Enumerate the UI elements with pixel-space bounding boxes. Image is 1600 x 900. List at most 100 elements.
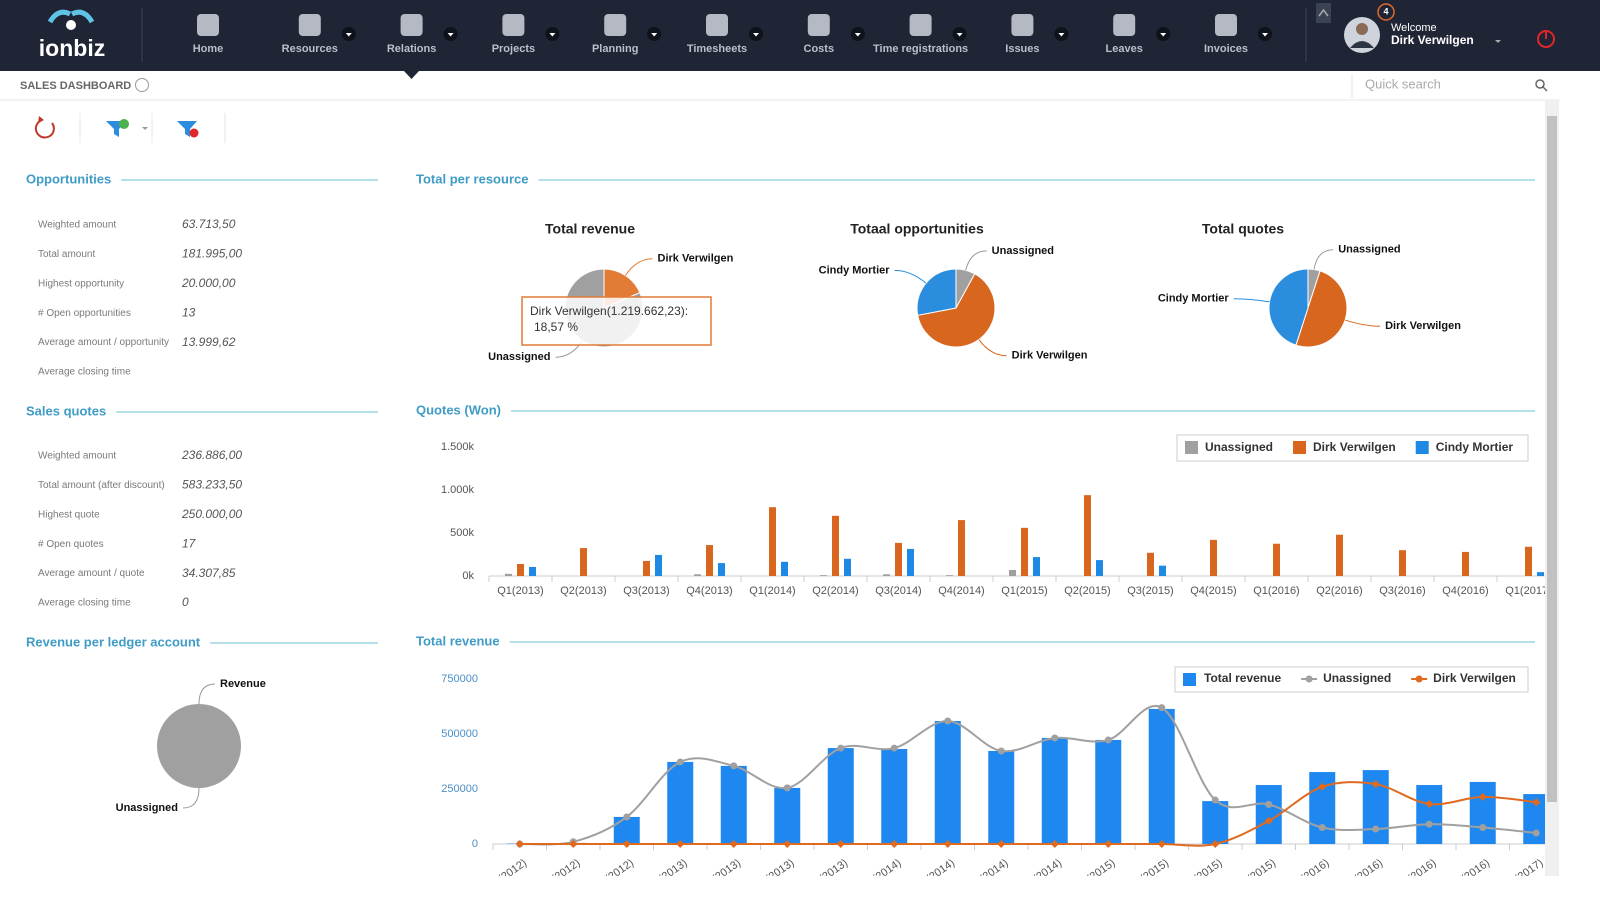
stat-value: 181.995,00	[182, 247, 242, 261]
x-tick-label: Q1(2014)	[859, 857, 904, 893]
nav-dropdown-arrow	[549, 33, 556, 37]
line-marker	[1157, 840, 1166, 848]
bar	[820, 575, 827, 576]
pie-label: Dirk Verwilgen	[1012, 350, 1088, 362]
pie-slice	[1268, 268, 1309, 346]
user-dropdown[interactable]	[1495, 40, 1501, 43]
nav-item[interactable]: Resources	[282, 43, 338, 55]
nav-icon[interactable]	[502, 14, 525, 36]
nav-item[interactable]: Planning	[592, 43, 638, 55]
nav-item[interactable]: Time registrations	[873, 43, 968, 55]
welcome: Welcome	[1391, 22, 1437, 34]
collapse-button[interactable]	[1316, 3, 1331, 23]
nav-icon[interactable]	[807, 14, 830, 36]
pie-label: Dirk Verwilgen	[1385, 320, 1461, 332]
clear-filter-button[interactable]	[177, 121, 197, 137]
line-marker	[676, 840, 685, 848]
plot: Q2(2012) Q3(2012) Q4(2012) Q1(2013) Q2(2013)…	[484, 704, 1545, 893]
bar	[1537, 572, 1544, 576]
nav-item[interactable]: Home	[193, 43, 224, 55]
x-tick-label: Q3(2013)	[623, 585, 669, 597]
info-icon[interactable]	[135, 78, 149, 92]
bar	[1210, 539, 1217, 576]
bar	[774, 787, 801, 844]
filter-check	[119, 119, 129, 129]
line-marker	[783, 840, 792, 848]
bar	[655, 554, 662, 576]
bar	[1033, 557, 1040, 576]
x-tick-label: Q1(2016)	[1287, 857, 1332, 893]
pie-slice	[157, 704, 241, 788]
bar	[781, 561, 788, 576]
pie-leader	[965, 250, 987, 271]
bar	[1021, 527, 1028, 576]
line-marker	[837, 744, 845, 752]
x-tick-label: Q1(2014)	[749, 585, 795, 597]
page-title: SALES DASHBOARD	[20, 80, 131, 92]
pie-leader	[1313, 249, 1334, 270]
nav-icon[interactable]	[1011, 14, 1034, 36]
content: Opportunities Sales quotes Revenue per led…	[26, 171, 1545, 893]
stat-label: # Open opportunities	[38, 308, 131, 319]
filter-dropdown[interactable]	[142, 127, 148, 130]
nav-item[interactable]: Invoices	[1204, 43, 1248, 55]
x-tick-label: Q4(2012)	[591, 857, 636, 893]
user-name[interactable]: Dirk Verwilgen	[1391, 33, 1474, 47]
nav-item[interactable]: Leaves	[1106, 43, 1143, 55]
nav-icon[interactable]	[604, 14, 627, 36]
nav-item[interactable]: Timesheets	[687, 43, 747, 55]
nav-icon[interactable]	[298, 14, 321, 36]
x-tick-label: Q1(2015)	[1073, 857, 1118, 893]
bar	[958, 520, 965, 576]
x-tick-label: Q4(2013)	[686, 585, 732, 597]
pie-label: Cindy Mortier	[1158, 293, 1230, 305]
x-tick-label: Q4(2015)	[1190, 585, 1236, 597]
nav-icon[interactable]	[706, 14, 728, 36]
bar	[720, 765, 747, 844]
notification-badge[interactable]	[1377, 3, 1395, 21]
bar	[1084, 495, 1091, 576]
nav-item[interactable]: Costs	[804, 43, 835, 55]
nav-item[interactable]: Issues	[1005, 43, 1039, 55]
logo[interactable]: ionbiz	[39, 35, 105, 61]
nav-icon[interactable]	[400, 14, 423, 36]
section-title: Sales quotes	[26, 403, 106, 418]
legend-swatch	[1185, 441, 1198, 454]
nav-icon[interactable]	[197, 14, 219, 36]
line-marker	[730, 762, 738, 770]
search-icon-handle	[1542, 86, 1548, 92]
x-tick-label: Q4(2016)	[1442, 585, 1488, 597]
stat-label: Total amount	[38, 249, 95, 260]
bar	[1202, 801, 1229, 844]
nav-icon[interactable]	[1215, 14, 1237, 36]
search-input[interactable]: Quick search	[1365, 76, 1441, 91]
line-marker	[783, 784, 791, 792]
stat-value: 583.233,50	[182, 478, 242, 492]
nav-icon[interactable]	[1113, 14, 1136, 36]
legend-label: Unassigned	[1323, 671, 1391, 685]
scrollbar-thumb[interactable]	[1547, 116, 1557, 802]
line-marker	[622, 840, 631, 848]
logo-dot	[66, 20, 76, 30]
line-marker	[1318, 824, 1326, 831]
nav-item[interactable]: Relations	[387, 43, 437, 55]
pie-title: Total quotes	[1202, 221, 1284, 237]
y-tick-label: 750000	[441, 673, 478, 685]
x-tick-label: Q1(2015)	[1001, 585, 1047, 597]
pie-slice	[916, 268, 957, 316]
stat-label: Highest opportunity	[38, 278, 124, 289]
refresh-button[interactable]	[34, 119, 55, 139]
top-nav	[0, 0, 1600, 71]
bar	[827, 748, 854, 844]
nav-items: Home Resources Relations Projects Planning Ti…	[193, 14, 1272, 55]
line-marker	[1265, 800, 1273, 808]
x-tick-label: Q2(2014)	[812, 585, 858, 597]
bar	[718, 563, 725, 576]
search-icon[interactable]	[1535, 79, 1545, 89]
nav-item[interactable]: Projects	[492, 43, 535, 55]
nav-icon[interactable]	[909, 14, 932, 36]
x-tick-label: Q1(2013)	[497, 585, 543, 597]
line	[519, 704, 1537, 846]
tooltip-text: 18,57 %	[534, 320, 578, 334]
pie-label: Unassigned	[488, 351, 550, 363]
